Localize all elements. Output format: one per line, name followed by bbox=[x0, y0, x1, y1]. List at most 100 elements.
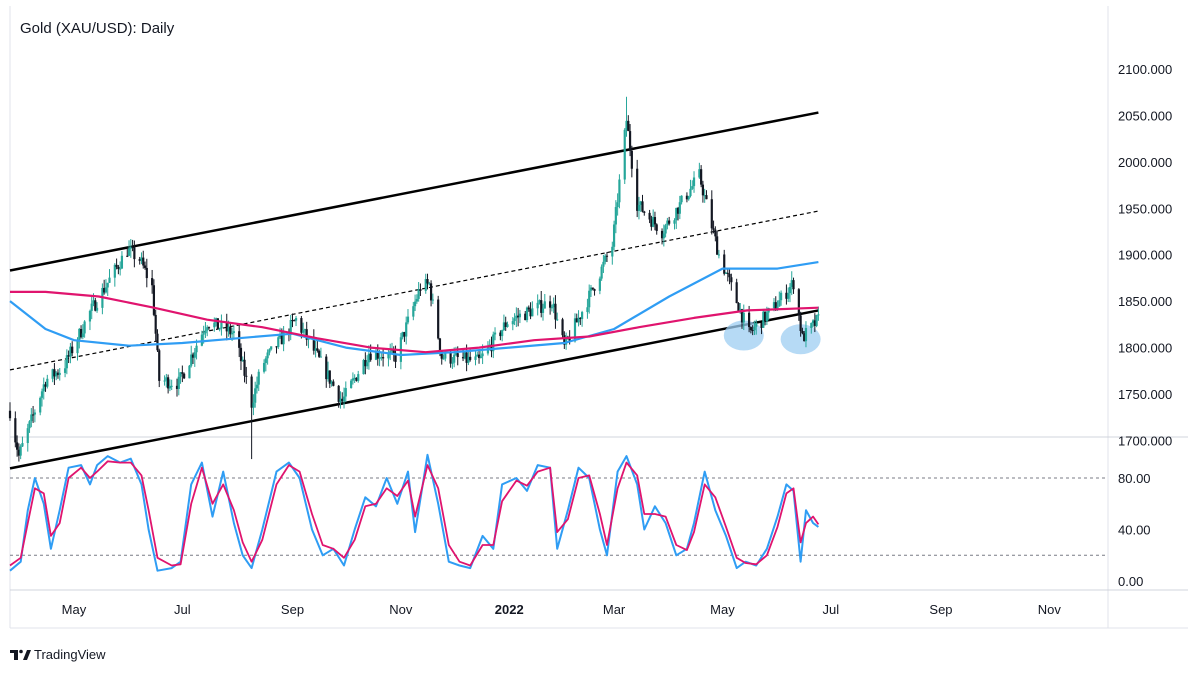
candle-body bbox=[454, 353, 458, 355]
candle-body bbox=[797, 289, 800, 316]
candle-body bbox=[740, 309, 744, 323]
candle-body bbox=[339, 398, 342, 402]
time-tick-label: Sep bbox=[281, 602, 304, 617]
candle-body bbox=[735, 282, 738, 304]
candle-body bbox=[429, 283, 433, 301]
candle-body bbox=[213, 322, 216, 328]
candle-body bbox=[817, 314, 820, 316]
candle-body bbox=[689, 188, 692, 197]
candle-body bbox=[332, 381, 335, 386]
moving-average-pink-line[interactable] bbox=[10, 290, 819, 354]
candle-body bbox=[31, 414, 35, 416]
candle-body bbox=[639, 201, 642, 205]
channel-middle-line[interactable] bbox=[9, 210, 819, 371]
tradingview-logo[interactable]: TradingView bbox=[10, 647, 106, 662]
candle-body bbox=[95, 307, 99, 311]
candle-body bbox=[143, 265, 147, 268]
candle-body bbox=[165, 377, 168, 381]
candle-body bbox=[44, 384, 47, 387]
candle-body bbox=[413, 301, 417, 307]
candle-body bbox=[431, 299, 434, 301]
candle-body bbox=[131, 247, 134, 249]
candle-body bbox=[490, 344, 493, 352]
candle-body bbox=[502, 322, 506, 331]
tradingview-logo-icon bbox=[10, 649, 31, 660]
support-highlight-circle[interactable] bbox=[780, 324, 821, 355]
candle-body bbox=[71, 346, 74, 354]
candle-body bbox=[540, 300, 543, 313]
candle-body bbox=[206, 327, 209, 331]
candle-body bbox=[108, 277, 111, 283]
candle-body bbox=[641, 201, 644, 212]
stochastic-tick-label: 40.00 bbox=[1118, 523, 1151, 538]
candle-body bbox=[653, 217, 657, 225]
candle-body bbox=[527, 307, 530, 310]
candle-body bbox=[700, 169, 703, 185]
moving-average-blue-line[interactable] bbox=[9, 261, 819, 357]
candle-body bbox=[39, 397, 42, 413]
candle-body bbox=[442, 358, 445, 360]
candle-body bbox=[58, 372, 61, 375]
candle-body bbox=[517, 315, 520, 318]
candle-body bbox=[765, 312, 768, 322]
candlestick-series bbox=[8, 96, 820, 462]
candle-body bbox=[392, 349, 395, 354]
stochastic-pane: 80.00 40.00 0.00 bbox=[9, 453, 1151, 589]
candle-body bbox=[779, 292, 783, 301]
time-tick-label: Nov bbox=[389, 602, 413, 617]
candle-body bbox=[598, 278, 601, 291]
candle-body bbox=[504, 322, 507, 327]
candle-body bbox=[453, 354, 456, 363]
candle-body bbox=[774, 302, 777, 311]
candle-body bbox=[614, 207, 617, 225]
candle-body bbox=[344, 388, 347, 397]
candle-body bbox=[643, 211, 646, 213]
candle-body bbox=[120, 255, 124, 269]
candle-body bbox=[662, 233, 665, 239]
candle-body bbox=[513, 318, 516, 322]
candle-body bbox=[461, 357, 465, 359]
candle-body bbox=[204, 330, 207, 334]
candle-body bbox=[737, 303, 740, 313]
candle-body bbox=[387, 353, 390, 359]
candle-body bbox=[92, 300, 95, 304]
candle-body bbox=[51, 369, 54, 379]
candle-body bbox=[801, 331, 804, 334]
candle-body bbox=[257, 371, 260, 385]
candle-body bbox=[369, 353, 372, 360]
candle-body bbox=[117, 266, 120, 269]
candle-body bbox=[600, 266, 603, 279]
channel-lower-line[interactable] bbox=[9, 309, 819, 470]
channel-upper-line[interactable] bbox=[9, 111, 819, 272]
candle-body bbox=[238, 331, 241, 348]
candle-body bbox=[501, 330, 504, 337]
candle-body bbox=[449, 352, 452, 364]
candle-body bbox=[255, 384, 259, 389]
price-tick-label: 1700.000 bbox=[1118, 434, 1172, 449]
candle-body bbox=[56, 372, 60, 375]
candle-body bbox=[790, 280, 793, 287]
candle-body bbox=[254, 388, 257, 403]
candle-body bbox=[264, 358, 267, 363]
stochastic-d-line[interactable] bbox=[9, 460, 820, 567]
candle-body bbox=[685, 195, 689, 200]
candle-body bbox=[724, 272, 728, 274]
candle-body bbox=[355, 377, 358, 381]
moving-averages bbox=[9, 261, 819, 357]
candle-body bbox=[293, 320, 296, 322]
candle-body bbox=[792, 280, 795, 290]
candle-body bbox=[717, 254, 721, 256]
candle-body bbox=[275, 346, 278, 348]
candle-body bbox=[200, 334, 203, 346]
stochastic-tick-label: 80.00 bbox=[1118, 471, 1151, 486]
candle-body bbox=[579, 317, 582, 320]
candle-body bbox=[113, 264, 116, 278]
price-tick-label: 1850.000 bbox=[1118, 294, 1172, 309]
candle-body bbox=[353, 377, 356, 379]
candle-body bbox=[714, 229, 717, 237]
candle-body bbox=[103, 287, 106, 293]
price-tick-label: 1950.000 bbox=[1118, 201, 1172, 216]
candle-body bbox=[437, 299, 440, 339]
candle-body bbox=[158, 350, 161, 381]
candle-body bbox=[593, 289, 596, 291]
